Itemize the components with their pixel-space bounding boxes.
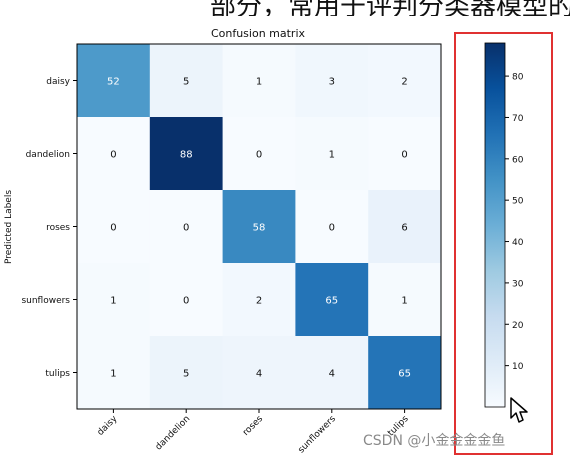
- heatmap-cell: [222, 44, 296, 118]
- heatmap-cell-label: 1: [110, 296, 116, 307]
- heatmap-cell-label: 65: [398, 369, 411, 380]
- heatmap-cell: [77, 190, 151, 264]
- header-partial-text: 部分，常用于评判分类器模型的优劣: [210, 0, 570, 16]
- y-tick-label: sunflowers: [21, 296, 70, 306]
- heatmap-cell: [77, 117, 151, 191]
- x-tick-label: roses: [241, 414, 265, 438]
- heatmap-cell: [368, 190, 442, 264]
- heatmap-cell: [222, 263, 296, 337]
- heatmap-cell-label: 1: [401, 296, 407, 307]
- heatmap-cell-label: 65: [325, 296, 338, 307]
- heatmap-cell: [77, 336, 151, 410]
- heatmap-cell: [222, 190, 296, 264]
- colorbar-tick-label: 20: [512, 321, 524, 331]
- chart-title: Confusion matrix: [211, 27, 306, 40]
- heatmap-cell-label: 0: [401, 150, 407, 161]
- y-tick-label: daisy: [46, 77, 70, 87]
- heatmap-cell: [295, 263, 369, 337]
- heatmap-cell-label: 2: [256, 296, 262, 307]
- heatmap-cell-label: 5: [183, 77, 189, 88]
- heatmap-cell: [368, 117, 442, 191]
- y-axis-ticks: daisy dandelion roses sunflowers tulips: [21, 77, 77, 379]
- heatmap-cell-label: 88: [180, 150, 193, 161]
- heatmap-cell: [149, 190, 224, 264]
- x-tick-label: sunflowers: [297, 414, 339, 456]
- highlight-box: [454, 32, 553, 455]
- colorbar: [484, 42, 506, 408]
- heatmap-cell-label: 6: [401, 223, 407, 234]
- heatmap-cell-label: 0: [329, 223, 335, 234]
- colorbar-tick-label: 30: [512, 279, 524, 289]
- heatmap-cell: [368, 44, 442, 118]
- heatmap-cell-label: 3: [329, 77, 335, 88]
- watermark-text: CSDN @小金金金金鱼: [363, 433, 506, 449]
- colorbar-tick-label: 50: [512, 197, 524, 207]
- y-tick-label: roses: [46, 223, 70, 233]
- heatmap-cell-label: 5: [183, 369, 189, 380]
- colorbar-tick-label: 40: [512, 238, 524, 248]
- heatmap-cell-label: 4: [329, 369, 335, 380]
- heatmap-cell: [368, 336, 442, 410]
- heatmap-cell: [295, 117, 369, 191]
- heatmap-cell-label: 0: [110, 223, 116, 234]
- heatmap-cell-labels: 52 5 1 3 2 0 88 0 1 0 0 0 58 0 6 1 0 2 65 1 1 5 4 4 65: [107, 77, 411, 380]
- colorbar-tick-label: 60: [512, 155, 524, 165]
- heatmap-cell-label: 0: [110, 150, 116, 161]
- heatmap-cell: [295, 190, 369, 264]
- heatmap-cell-label: 4: [256, 369, 262, 380]
- heatmap-cell-label: 58: [253, 223, 266, 234]
- heatmap-cell: [295, 336, 369, 410]
- colorbar-tick-label: 80: [512, 73, 524, 83]
- heatmap-cell-label: 0: [183, 296, 189, 307]
- heatmap-cell: [149, 44, 224, 118]
- x-tick-label: dandelion: [154, 414, 192, 452]
- heatmap-cell: [77, 44, 151, 118]
- y-tick-label: dandelion: [26, 150, 70, 160]
- heatmap-cells: [77, 44, 442, 410]
- heatmap-cell: [368, 263, 442, 337]
- heatmap-cell-label: 52: [107, 77, 120, 88]
- heatmap-cell-label: 1: [110, 369, 116, 380]
- colorbar-tick-label: 70: [512, 114, 524, 124]
- heatmap-cell: [149, 117, 224, 191]
- heatmap-cell: [77, 263, 151, 337]
- heatmap-cell-label: 1: [329, 150, 335, 161]
- heatmap-cell: [222, 336, 296, 410]
- heatmap-cell-label: 0: [256, 150, 262, 161]
- heatmap-cell-label: 2: [401, 77, 407, 88]
- heatmap-cell: [222, 117, 296, 191]
- heatmap-cell-label: 1: [256, 77, 262, 88]
- mouse-cursor-icon: [510, 397, 528, 423]
- y-axis-label: Predicted Labels: [4, 190, 14, 264]
- heatmap-cell: [295, 44, 369, 118]
- colorbar-tick-label: 10: [512, 362, 524, 372]
- heatmap-cell-label: 0: [183, 223, 189, 234]
- heatmap-cell: [149, 336, 224, 410]
- y-tick-label: tulips: [45, 369, 70, 379]
- x-tick-label: daisy: [96, 414, 120, 438]
- colorbar-ticks: 10 20 30 40 50 60 70 80: [505, 73, 524, 372]
- heatmap-cell: [149, 263, 224, 337]
